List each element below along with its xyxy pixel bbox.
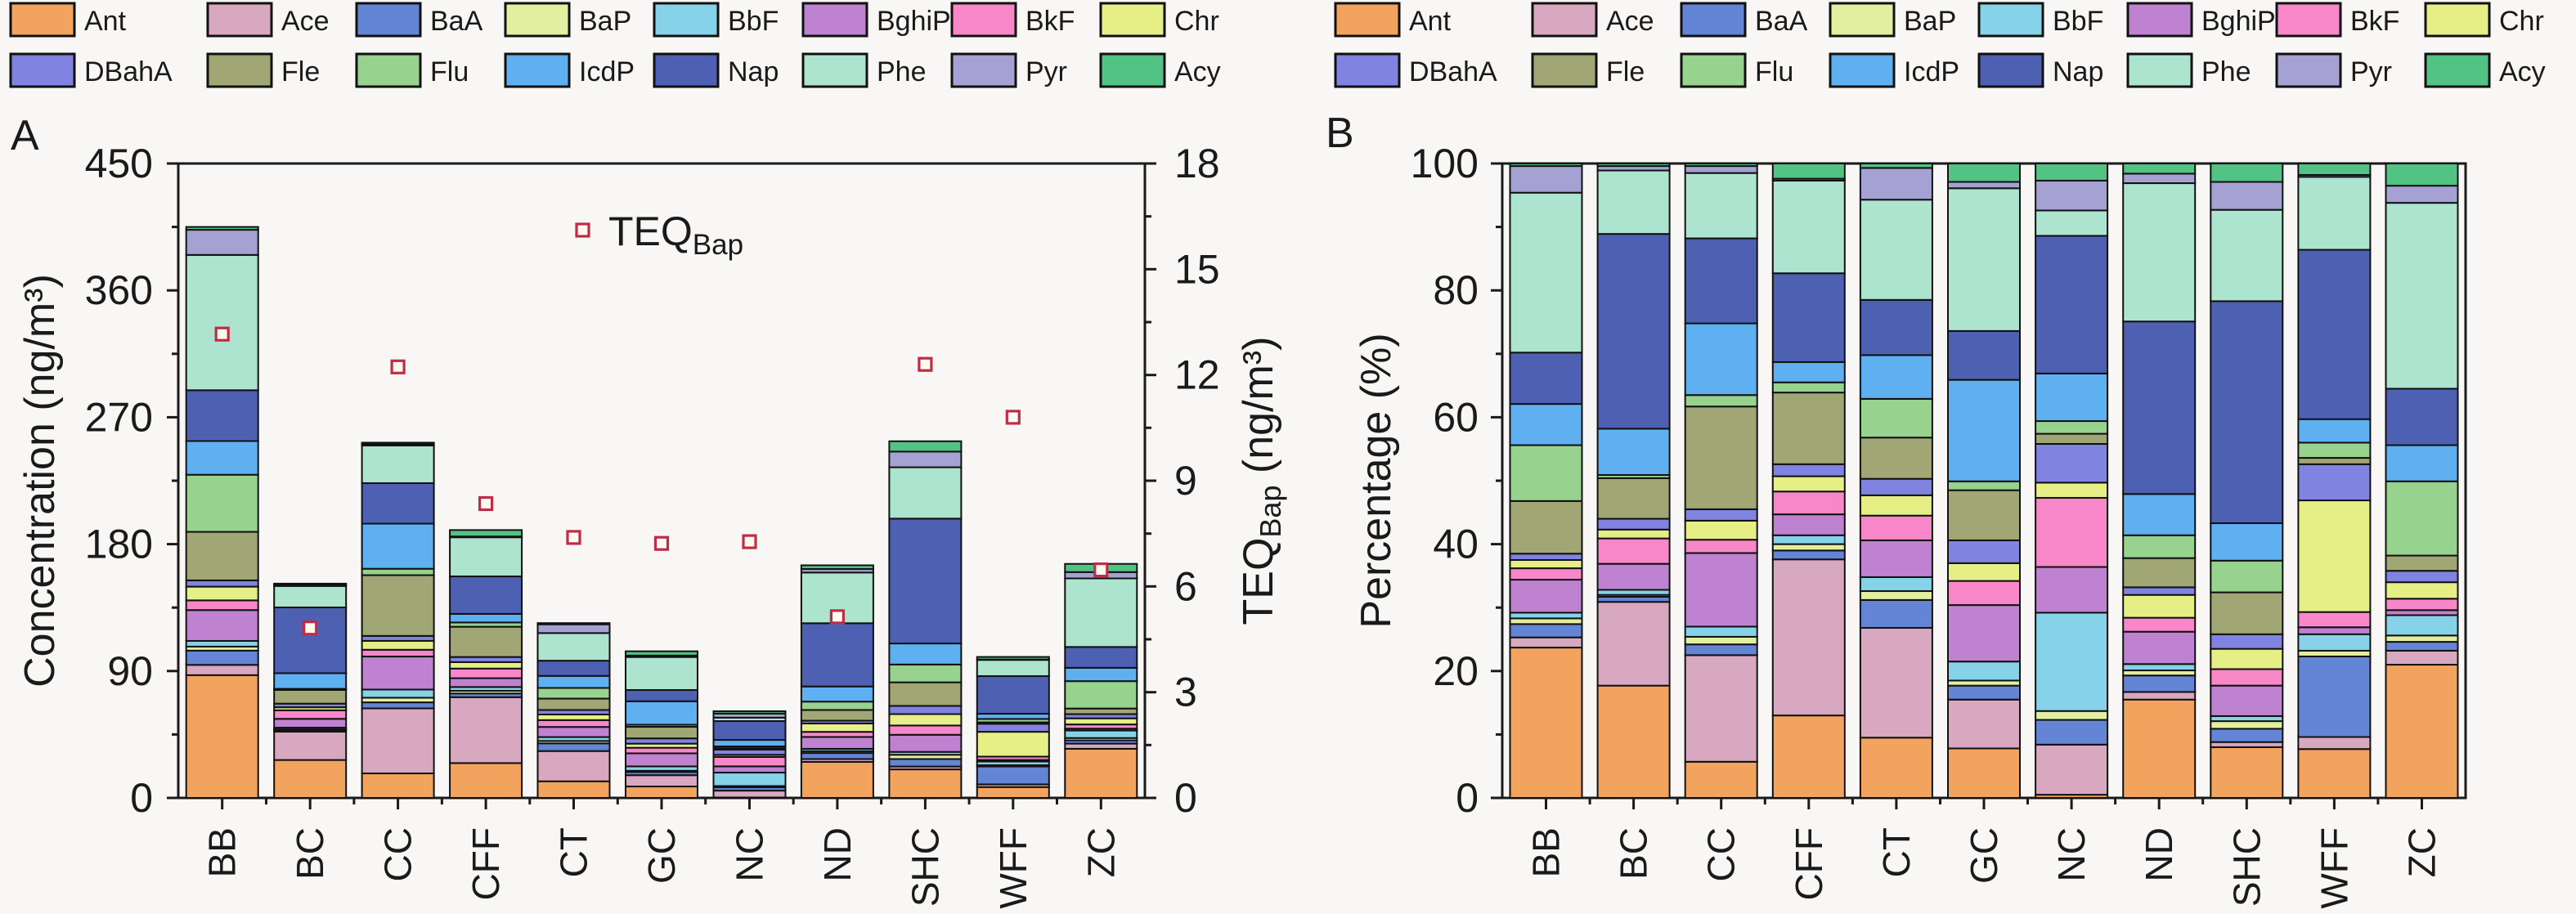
svg-text:CC: CC bbox=[377, 827, 420, 881]
svg-text:40: 40 bbox=[1433, 522, 1479, 567]
svg-text:9: 9 bbox=[1174, 458, 1197, 504]
svg-text:Ant: Ant bbox=[84, 6, 127, 37]
svg-text:0: 0 bbox=[1174, 775, 1197, 821]
svg-text:GC: GC bbox=[1963, 827, 2005, 884]
svg-text:BaA: BaA bbox=[430, 6, 483, 37]
svg-text:Flu: Flu bbox=[1755, 56, 1793, 87]
svg-text:DBahA: DBahA bbox=[1409, 56, 1497, 87]
svg-text:B: B bbox=[1326, 110, 1354, 157]
svg-text:BC: BC bbox=[1613, 827, 1655, 880]
svg-text:GC: GC bbox=[640, 827, 683, 884]
svg-text:SHC: SHC bbox=[2225, 827, 2268, 907]
svg-text:BbF: BbF bbox=[728, 6, 779, 37]
svg-text:BkF: BkF bbox=[1025, 6, 1075, 37]
svg-text:DBahA: DBahA bbox=[84, 56, 173, 87]
svg-text:A: A bbox=[11, 112, 39, 159]
svg-text:NC: NC bbox=[729, 827, 771, 881]
svg-text:BB: BB bbox=[1525, 827, 1568, 877]
svg-text:TEQBap (ng/m³): TEQBap (ng/m³) bbox=[1235, 337, 1287, 625]
svg-text:BghiP: BghiP bbox=[2201, 6, 2276, 37]
svg-text:WFF: WFF bbox=[2313, 827, 2355, 909]
svg-text:BkF: BkF bbox=[2350, 6, 2399, 37]
svg-text:Fle: Fle bbox=[1606, 56, 1645, 87]
svg-text:450: 450 bbox=[85, 141, 153, 186]
svg-text:90: 90 bbox=[107, 648, 153, 694]
svg-text:Concentration (ng/m³): Concentration (ng/m³) bbox=[16, 274, 64, 688]
svg-text:BghiP: BghiP bbox=[877, 6, 951, 37]
svg-text:IcdP: IcdP bbox=[579, 56, 635, 87]
svg-text:Chr: Chr bbox=[1174, 6, 1219, 37]
svg-text:60: 60 bbox=[1433, 394, 1479, 440]
svg-text:12: 12 bbox=[1174, 352, 1220, 398]
svg-text:Acy: Acy bbox=[1174, 56, 1221, 87]
svg-text:CFF: CFF bbox=[1788, 827, 1830, 900]
svg-text:BbF: BbF bbox=[2053, 6, 2103, 37]
svg-text:BaP: BaP bbox=[579, 6, 631, 37]
svg-text:0: 0 bbox=[1456, 775, 1479, 821]
svg-text:CC: CC bbox=[1700, 827, 1743, 881]
svg-text:18: 18 bbox=[1174, 141, 1220, 186]
svg-text:Phe: Phe bbox=[877, 56, 927, 87]
svg-text:NC: NC bbox=[2050, 827, 2093, 881]
svg-text:Ant: Ant bbox=[1409, 6, 1452, 37]
svg-text:0: 0 bbox=[130, 775, 153, 821]
svg-text:Ace: Ace bbox=[1606, 6, 1654, 37]
svg-text:Nap: Nap bbox=[728, 56, 779, 87]
svg-text:15: 15 bbox=[1174, 246, 1220, 292]
svg-text:Flu: Flu bbox=[430, 56, 469, 87]
svg-text:6: 6 bbox=[1174, 563, 1197, 609]
svg-text:80: 80 bbox=[1433, 267, 1479, 313]
svg-text:IcdP: IcdP bbox=[1904, 56, 1959, 87]
svg-text:Acy: Acy bbox=[2499, 56, 2546, 87]
svg-text:BB: BB bbox=[201, 827, 244, 877]
svg-text:Nap: Nap bbox=[2053, 56, 2103, 87]
svg-text:Pyr: Pyr bbox=[1025, 56, 1067, 87]
svg-text:Pyr: Pyr bbox=[2350, 56, 2392, 87]
svg-text:Ace: Ace bbox=[281, 6, 330, 37]
svg-text:BC: BC bbox=[289, 827, 331, 880]
svg-text:ND: ND bbox=[2138, 827, 2180, 881]
svg-text:Fle: Fle bbox=[281, 56, 320, 87]
svg-text:270: 270 bbox=[85, 394, 153, 440]
svg-text:Phe: Phe bbox=[2201, 56, 2251, 87]
svg-text:BaA: BaA bbox=[1755, 6, 1808, 37]
svg-text:Chr: Chr bbox=[2499, 6, 2544, 37]
svg-text:360: 360 bbox=[85, 267, 153, 313]
svg-text:100: 100 bbox=[1411, 141, 1479, 186]
svg-text:ND: ND bbox=[816, 827, 859, 881]
svg-text:ZC: ZC bbox=[2401, 827, 2444, 877]
svg-text:Percentage (%): Percentage (%) bbox=[1353, 333, 1400, 628]
svg-text:WFF: WFF bbox=[992, 827, 1034, 909]
svg-text:CFF: CFF bbox=[464, 827, 507, 900]
svg-text:SHC: SHC bbox=[904, 827, 946, 907]
svg-text:180: 180 bbox=[85, 522, 153, 567]
svg-text:20: 20 bbox=[1433, 648, 1479, 694]
svg-text:CT: CT bbox=[553, 827, 595, 877]
svg-text:3: 3 bbox=[1174, 670, 1197, 715]
svg-text:BaP: BaP bbox=[1904, 6, 1956, 37]
svg-text:CT: CT bbox=[1875, 827, 1918, 877]
svg-text:ZC: ZC bbox=[1079, 827, 1122, 877]
